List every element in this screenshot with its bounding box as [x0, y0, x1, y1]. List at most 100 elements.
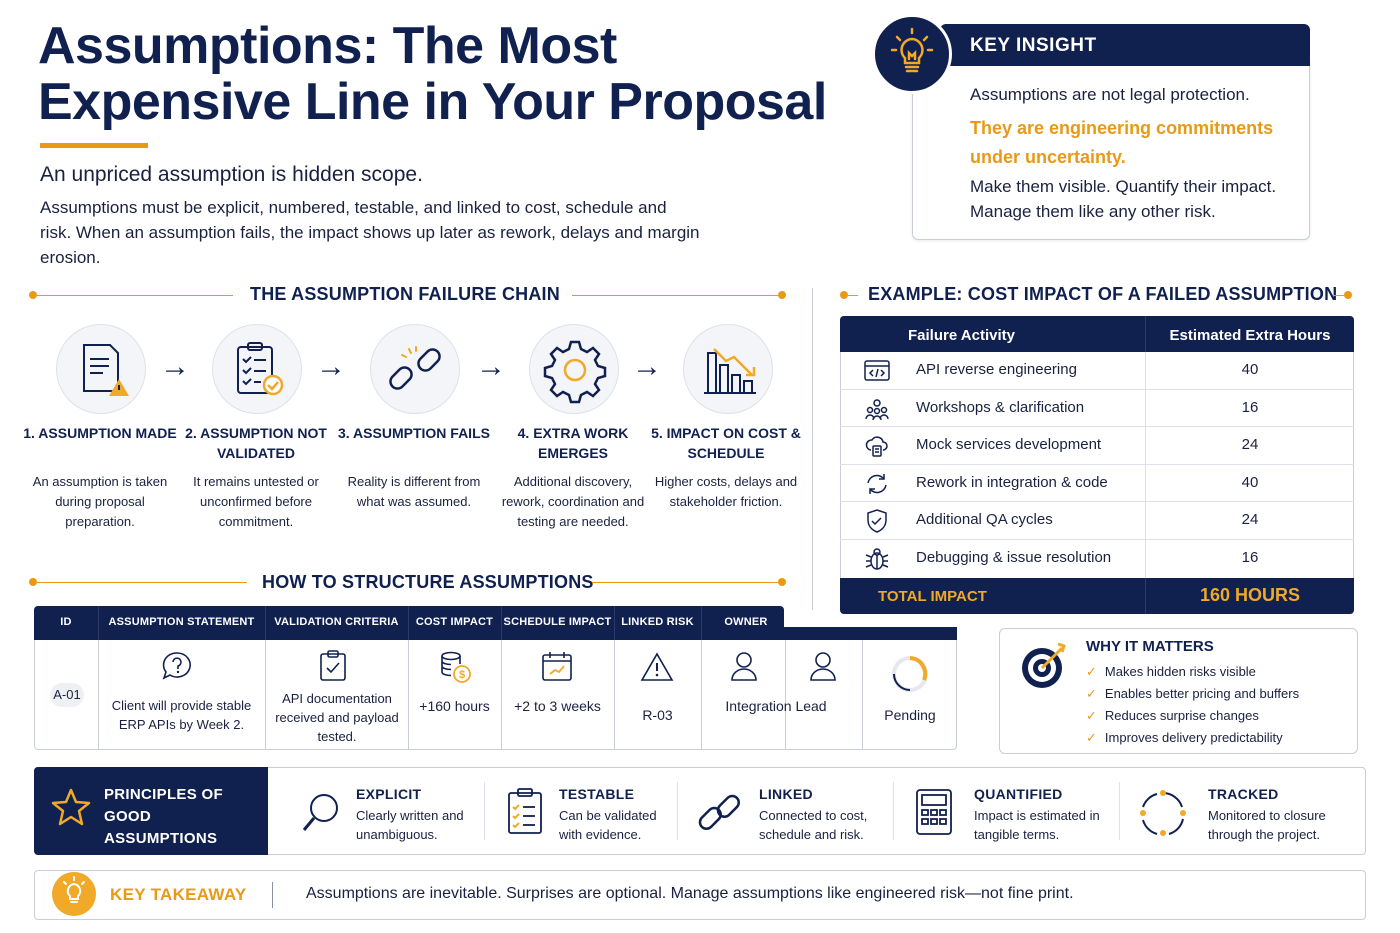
chain-step-2-circle	[212, 324, 302, 414]
cost-row: Workshops & clarification 16	[840, 390, 1354, 428]
bug-icon	[865, 548, 889, 570]
header-divider	[98, 606, 99, 640]
cost-header-divider	[1145, 316, 1146, 352]
why-it-matters-title: WHY IT MATTERS	[1086, 638, 1214, 655]
magnifier-icon	[302, 794, 338, 831]
principle-divider	[893, 782, 894, 840]
heading-rule	[37, 582, 247, 583]
cost-example-heading: EXAMPLE: COST IMPACT OF A FAILED ASSUMPT…	[868, 284, 1338, 304]
why-item: ✓ Reduces surprise changes	[1086, 708, 1259, 724]
linked-risk: R-03	[642, 707, 673, 723]
lightbulb-icon	[872, 14, 952, 94]
coins-dollar-icon: $	[441, 651, 471, 683]
warning-triangle-icon	[640, 652, 674, 681]
assumption-id: A-01	[50, 683, 84, 707]
refresh-icon	[867, 473, 887, 494]
key-insight-header	[940, 24, 1310, 66]
cost-total-value: 160 HOURS	[1199, 585, 1301, 605]
user-icon	[810, 652, 836, 681]
cell-divider	[98, 640, 99, 750]
chain-step-1-circle	[56, 324, 146, 414]
principle-title: TESTABLE	[559, 786, 635, 802]
why-item: ✓ Improves delivery predictability	[1086, 730, 1283, 746]
broken-link-icon	[389, 346, 441, 390]
principle-desc: Can be validated with evidence.	[559, 808, 657, 842]
chain-step-4-circle	[529, 324, 619, 414]
shield-check-icon	[867, 509, 887, 534]
lightbulb-icon	[52, 872, 96, 916]
cell-divider	[862, 640, 863, 750]
arrow-right-icon: →	[160, 350, 190, 383]
chain-step-5-desc: Higher costs, delays and stakeholder fri…	[654, 474, 798, 509]
principle-divider	[1119, 782, 1120, 840]
declining-chart-icon	[704, 348, 756, 394]
heading-dot	[1344, 291, 1352, 299]
cost-col-hours: Estimated Extra Hours	[1169, 327, 1331, 344]
checklist-icon	[508, 788, 542, 834]
cost-impact: +160 hours	[419, 698, 490, 714]
page-subtitle: An unpriced assumption is hidden scope.	[40, 163, 423, 186]
col-owner: OWNER	[724, 616, 768, 628]
heading-rule	[37, 295, 233, 296]
chain-step-5-title: 5. IMPACT ON COST & SCHEDULE	[651, 425, 801, 461]
cost-activity: Debugging & issue resolution	[916, 549, 1112, 566]
col-risk: LINKED RISK	[621, 616, 694, 628]
why-item-text: Makes hidden risks visible	[1104, 664, 1256, 679]
key-insight-line-2: They are engineering commitments under u…	[970, 118, 1274, 167]
target-icon	[1022, 642, 1066, 688]
header-divider	[265, 606, 266, 640]
user-icon	[731, 652, 757, 681]
col-id: ID	[60, 616, 72, 628]
check-icon: ✓	[1086, 708, 1097, 723]
cost-row: Additional QA cycles 24	[840, 502, 1354, 540]
header-divider	[701, 606, 702, 640]
principles-label-block	[34, 767, 268, 855]
cell-divider	[265, 640, 266, 750]
cost-hours: 40	[1241, 361, 1259, 378]
principle-desc: Monitored to closure through the project…	[1208, 808, 1326, 842]
key-insight-line-3: Make them visible. Quantify their impact…	[970, 177, 1277, 221]
principle-desc: Connected to cost, schedule and risk.	[759, 808, 868, 842]
cell-divider	[501, 640, 502, 750]
chain-step-3-desc: Reality is different from what was assum…	[347, 474, 481, 509]
cost-row: Debugging & issue resolution 16	[840, 540, 1354, 578]
status-pending: Pending	[884, 707, 936, 723]
heading-rule	[592, 582, 778, 583]
cost-hours: 16	[1241, 549, 1259, 566]
principle-title: EXPLICIT	[356, 786, 422, 802]
schedule-impact: +2 to 3 weeks	[514, 698, 601, 714]
col-schedule: SCHEDULE IMPACT	[503, 616, 612, 628]
principle-title: LINKED	[759, 786, 813, 802]
people-group-icon	[865, 398, 889, 420]
heading-rule	[1334, 295, 1344, 296]
heading-dot	[778, 291, 786, 299]
cost-total-label: TOTAL IMPACT	[878, 588, 987, 605]
cost-row: Rework in integration & code 40	[840, 465, 1354, 503]
cost-total-row	[840, 578, 1354, 614]
owner: Integration Lead	[725, 698, 827, 714]
principles-label: PRINCIPLES OF GOOD ASSUMPTIONS	[104, 786, 223, 847]
validation-criteria: API documentation received and payload t…	[275, 691, 399, 744]
cost-row: Mock services development 24	[840, 427, 1354, 465]
cost-hours: 40	[1241, 473, 1259, 491]
cost-row: API reverse engineering 40	[840, 352, 1354, 390]
structure-heading: HOW TO STRUCTURE ASSUMPTIONS	[262, 572, 594, 592]
principle-divider	[484, 782, 485, 840]
calendar-icon	[542, 652, 572, 681]
cell-divider	[785, 640, 786, 750]
gear-icon	[543, 340, 607, 404]
chain-step-2-desc: It remains untested or unconfirmed befor…	[193, 474, 319, 529]
heading-rule	[848, 295, 858, 296]
col-statement: ASSUMPTION STATEMENT	[108, 616, 255, 628]
heading-dot	[29, 578, 37, 586]
why-it-matters-card	[999, 628, 1358, 754]
cycle-arrows-icon	[1140, 790, 1186, 836]
intro-paragraph: Assumptions must be explicit, numbered, …	[40, 198, 700, 267]
cost-activity: Mock services development	[916, 436, 1102, 454]
page-title: Assumptions: The Most Expensive Line in …	[38, 17, 827, 131]
cost-col-activity: Failure Activity	[908, 327, 1015, 344]
header-divider	[501, 606, 502, 640]
why-item-text: Reduces surprise changes	[1104, 708, 1259, 723]
check-icon: ✓	[1086, 664, 1097, 679]
title-underline	[40, 143, 148, 148]
